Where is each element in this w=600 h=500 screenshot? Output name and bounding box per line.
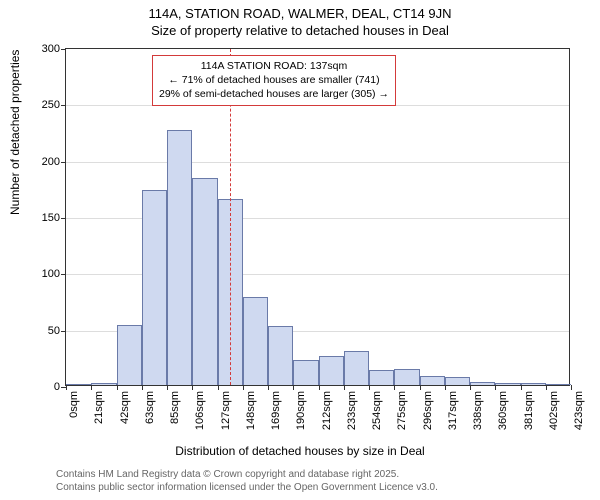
x-tick-mark — [394, 385, 395, 390]
grid-line — [66, 162, 569, 163]
footer-line2: Contains public sector information licen… — [56, 481, 438, 494]
x-tick-mark — [369, 385, 370, 390]
histogram-bar — [344, 351, 369, 385]
histogram-bar — [192, 178, 217, 385]
x-tick-label: 21sqm — [91, 391, 105, 424]
histogram-bar — [470, 382, 495, 385]
x-tick-label: 275sqm — [394, 391, 408, 430]
x-tick-label: 233sqm — [344, 391, 358, 430]
histogram-bar — [142, 190, 167, 385]
x-tick-label: 0sqm — [66, 391, 80, 418]
x-tick-mark — [192, 385, 193, 390]
histogram-bar — [445, 377, 470, 385]
x-tick-mark — [521, 385, 522, 390]
x-tick-mark — [571, 385, 572, 390]
annotation-box: 114A STATION ROAD: 137sqm← 71% of detach… — [152, 55, 396, 106]
title-main: 114A, STATION ROAD, WALMER, DEAL, CT14 9… — [0, 0, 600, 21]
histogram-bar — [91, 383, 116, 385]
x-tick-label: 381sqm — [521, 391, 535, 430]
x-tick-label: 338sqm — [470, 391, 484, 430]
y-tick-mark — [61, 218, 66, 219]
histogram-bar — [268, 326, 293, 385]
x-tick-label: 127sqm — [218, 391, 232, 430]
histogram-bar — [369, 370, 394, 385]
x-tick-mark — [218, 385, 219, 390]
x-tick-label: 212sqm — [319, 391, 333, 430]
annotation-line1: 114A STATION ROAD: 137sqm — [159, 59, 389, 73]
x-tick-label: 148sqm — [243, 391, 257, 430]
histogram-bar — [546, 384, 571, 385]
y-tick-mark — [61, 162, 66, 163]
x-tick-mark — [268, 385, 269, 390]
x-tick-mark — [546, 385, 547, 390]
y-tick-mark — [61, 105, 66, 106]
x-tick-label: 254sqm — [369, 391, 383, 430]
histogram-bar — [319, 356, 344, 385]
y-tick-mark — [61, 49, 66, 50]
x-tick-label: 169sqm — [268, 391, 282, 430]
x-axis-label: Distribution of detached houses by size … — [0, 444, 600, 458]
annotation-line2: ← 71% of detached houses are smaller (74… — [159, 73, 389, 87]
x-tick-mark — [142, 385, 143, 390]
x-tick-mark — [344, 385, 345, 390]
x-tick-mark — [117, 385, 118, 390]
chart-area: 0501001502002503000sqm21sqm42sqm63sqm85s… — [65, 48, 570, 386]
x-tick-mark — [167, 385, 168, 390]
x-tick-label: 296sqm — [420, 391, 434, 430]
histogram-bar — [420, 376, 445, 385]
x-tick-mark — [470, 385, 471, 390]
footer-attribution: Contains HM Land Registry data © Crown c… — [56, 468, 438, 494]
histogram-bar — [521, 383, 546, 385]
x-tick-label: 317sqm — [445, 391, 459, 430]
histogram-bar — [243, 297, 268, 385]
title-sub: Size of property relative to detached ho… — [0, 21, 600, 38]
x-tick-label: 85sqm — [167, 391, 181, 424]
y-tick-mark — [61, 331, 66, 332]
histogram-bar — [394, 369, 419, 385]
x-tick-mark — [243, 385, 244, 390]
x-tick-mark — [91, 385, 92, 390]
x-tick-label: 106sqm — [192, 391, 206, 430]
y-tick-mark — [61, 274, 66, 275]
histogram-bar — [66, 384, 91, 385]
annotation-line3: 29% of semi-detached houses are larger (… — [159, 87, 389, 101]
histogram-bar — [293, 360, 318, 385]
y-axis-label: Number of detached properties — [8, 50, 22, 215]
x-tick-label: 42sqm — [117, 391, 131, 424]
histogram-bar — [495, 383, 520, 385]
histogram-bar — [117, 325, 142, 385]
histogram-bar — [167, 130, 192, 385]
x-tick-mark — [293, 385, 294, 390]
footer-line1: Contains HM Land Registry data © Crown c… — [56, 468, 438, 481]
x-tick-label: 360sqm — [495, 391, 509, 430]
x-tick-mark — [445, 385, 446, 390]
x-tick-label: 63sqm — [142, 391, 156, 424]
x-tick-mark — [66, 385, 67, 390]
x-tick-mark — [420, 385, 421, 390]
x-tick-label: 423sqm — [571, 391, 585, 430]
x-tick-mark — [495, 385, 496, 390]
x-tick-mark — [319, 385, 320, 390]
x-tick-label: 190sqm — [293, 391, 307, 430]
x-tick-label: 402sqm — [546, 391, 560, 430]
